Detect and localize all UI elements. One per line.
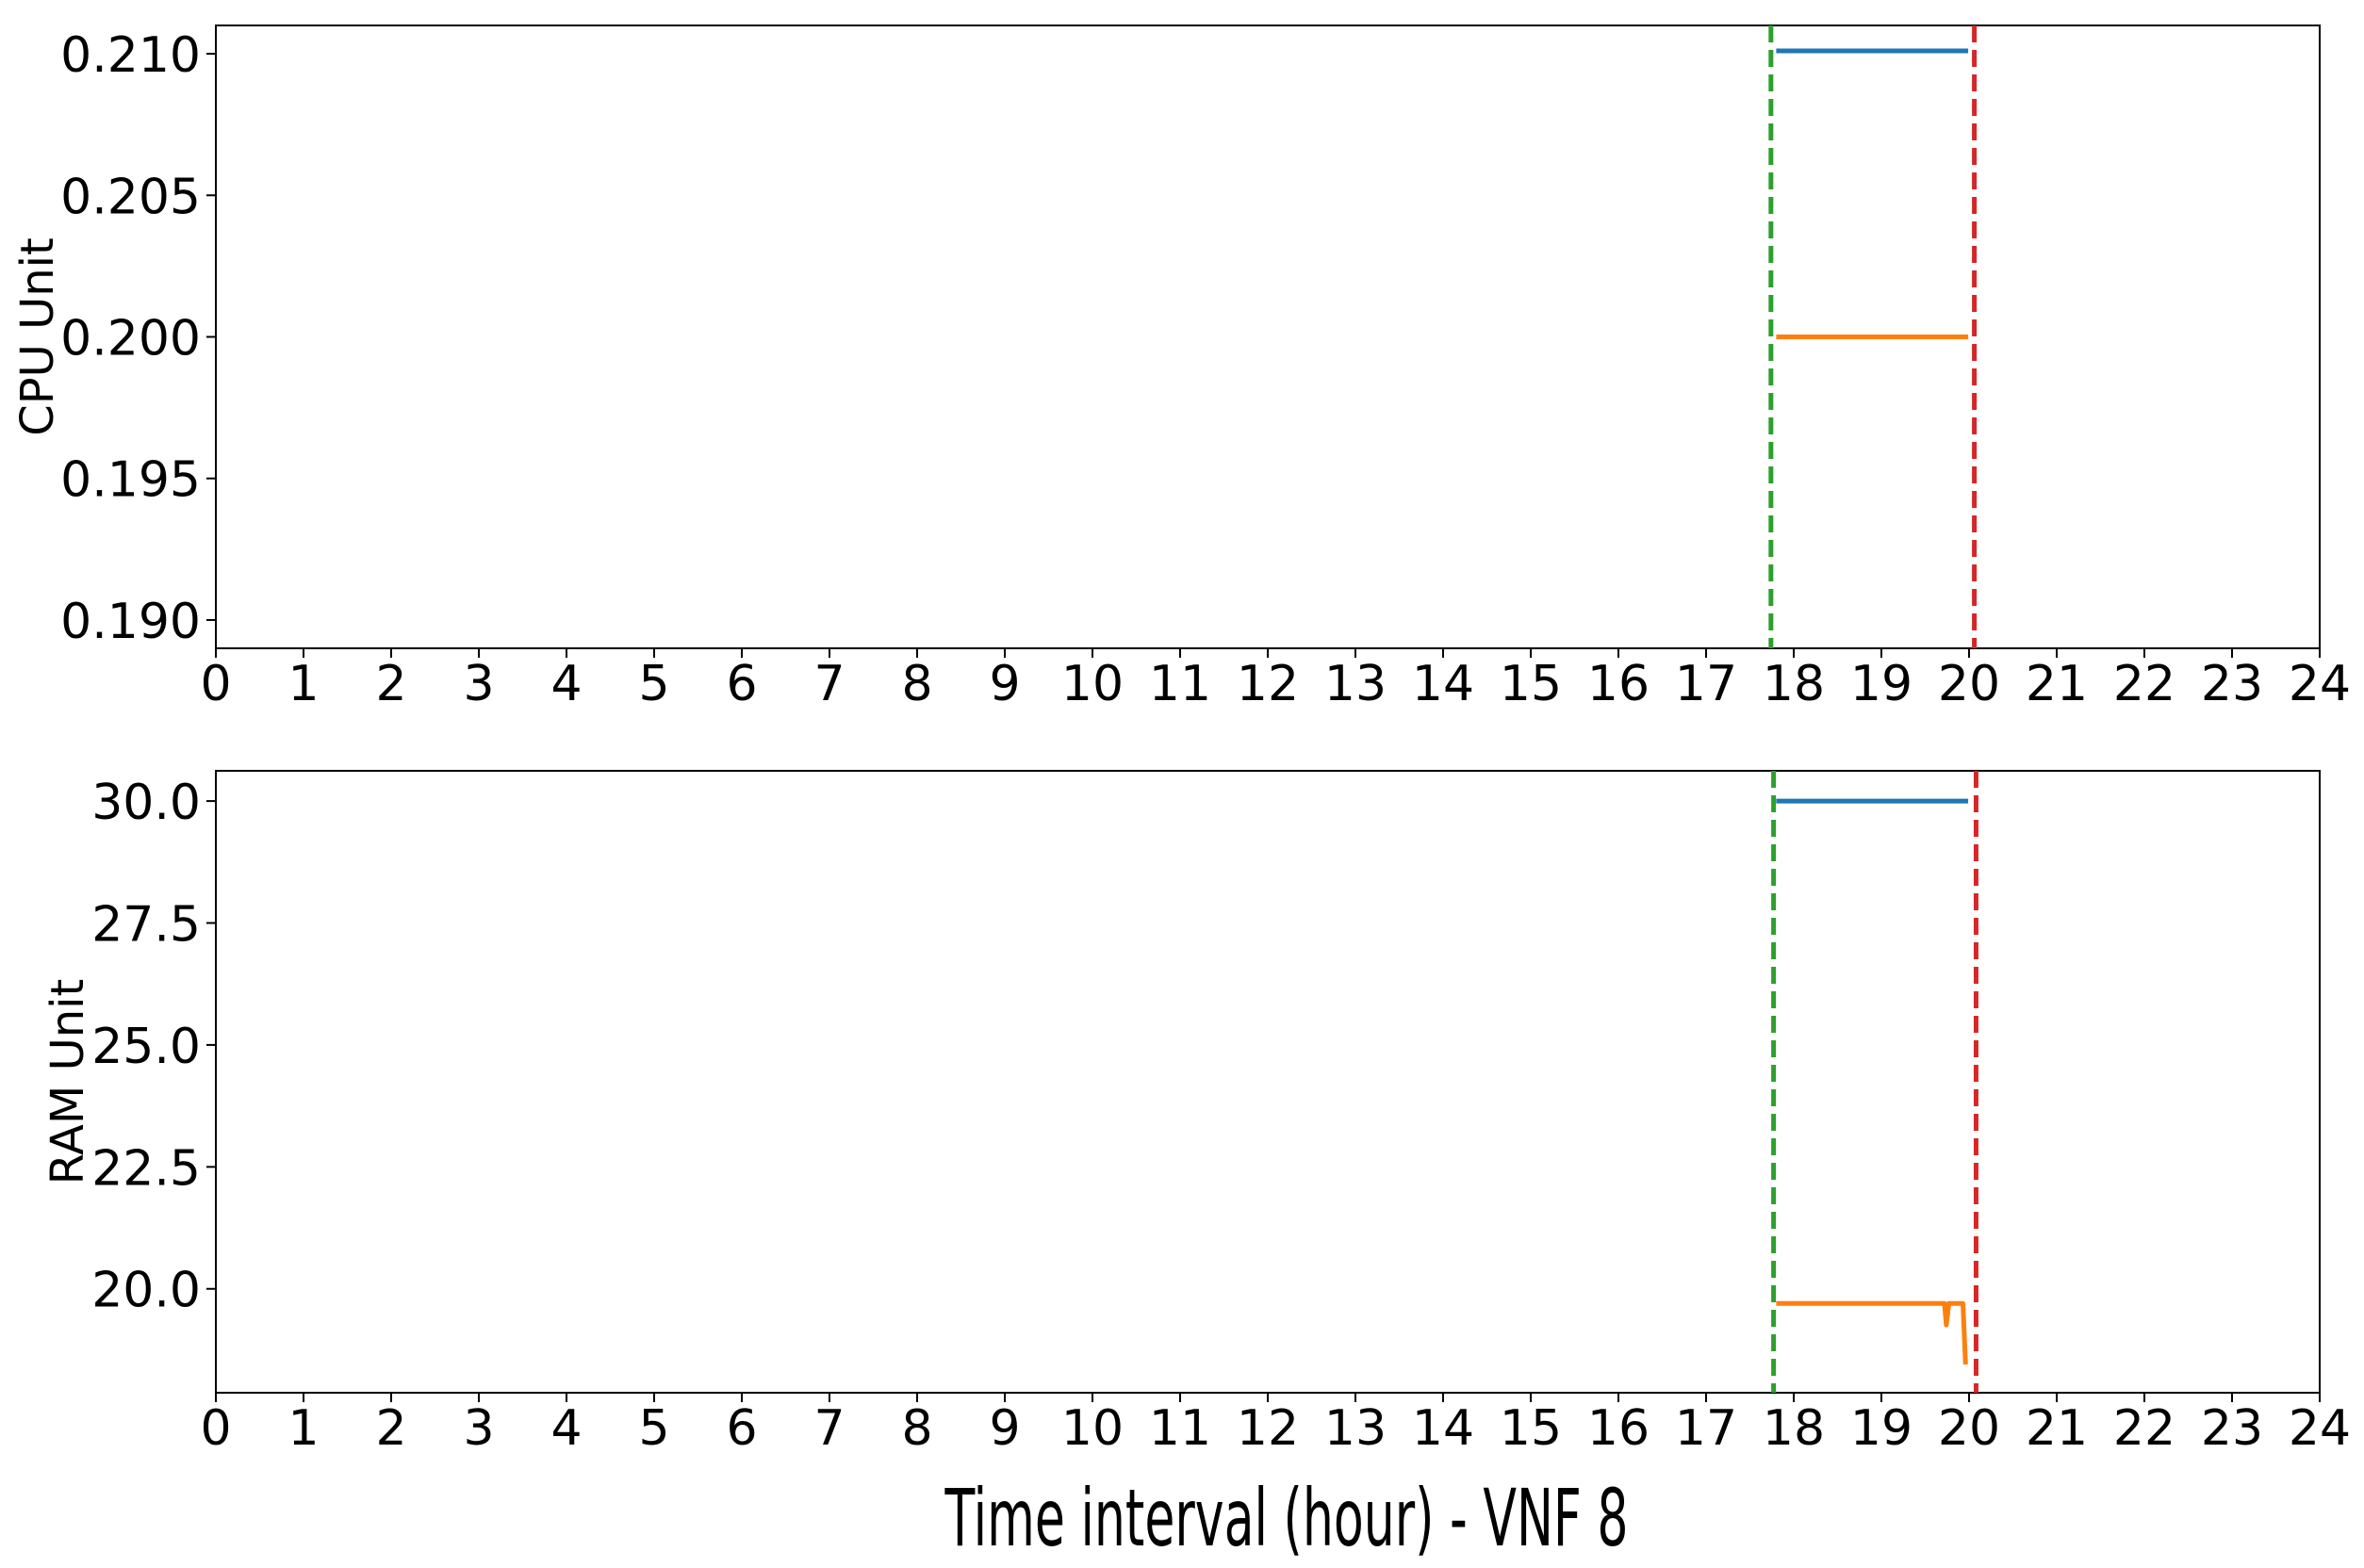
x-tick-label: 6 <box>726 656 757 712</box>
y-tick-label: 0.190 <box>60 594 201 650</box>
y-axis-label: RAM Unit <box>41 979 94 1185</box>
y-tick-label: 0.195 <box>60 452 201 509</box>
x-tick-label: 1 <box>287 656 319 712</box>
x-tick-label: 19 <box>1850 1400 1913 1457</box>
x-tick-label: 13 <box>1324 1400 1387 1457</box>
x-tick-label: 9 <box>989 656 1020 712</box>
x-tick-label: 0 <box>200 1400 231 1457</box>
x-tick-label: 10 <box>1061 1400 1124 1457</box>
x-tick-label: 12 <box>1237 1400 1299 1457</box>
x-tick-label: 23 <box>2201 1400 2263 1457</box>
x-axis-label: Time interval (hour) - VNF 8 <box>944 1473 1629 1564</box>
y-tick-label: 0.205 <box>60 169 201 225</box>
x-tick-label: 8 <box>901 1400 932 1457</box>
x-tick-label: 14 <box>1412 656 1474 712</box>
x-tick-label: 1 <box>287 1400 319 1457</box>
x-tick-label: 20 <box>1938 656 2000 712</box>
x-tick-label: 9 <box>989 1400 1020 1457</box>
x-tick-label: 15 <box>1500 1400 1562 1457</box>
x-tick-label: 21 <box>2026 656 2088 712</box>
data-line <box>1776 1300 1968 1365</box>
subplot: 0 1 2 3 4 5 6 7 8 9 10 11 12 13 14 15 16 17 18 19 20 21 22 23 24… <box>41 770 2351 1564</box>
x-tick-label: 11 <box>1149 656 1211 712</box>
x-tick-label: 10 <box>1061 656 1124 712</box>
y-tick-label: 30.0 <box>91 775 201 831</box>
plot-frame <box>215 770 2321 1394</box>
y-axis-label: CPU Unit <box>11 237 64 436</box>
y-tick-label: 27.5 <box>91 897 201 954</box>
x-tick-label: 7 <box>813 1400 845 1457</box>
x-tick-label: 16 <box>1587 656 1650 712</box>
x-tick-label: 2 <box>375 1400 406 1457</box>
x-tick-label: 5 <box>638 1400 669 1457</box>
x-tick-label: 3 <box>463 656 494 712</box>
x-tick-label: 3 <box>463 1400 494 1457</box>
x-tick-label: 22 <box>2113 1400 2175 1457</box>
x-tick-label: 23 <box>2201 656 2263 712</box>
x-tick-label: 24 <box>2289 1400 2351 1457</box>
x-tick-label: 0 <box>200 656 231 712</box>
y-tick-label: 22.5 <box>91 1140 201 1197</box>
x-tick-label: 4 <box>550 656 582 712</box>
x-tick-label: 12 <box>1237 656 1299 712</box>
x-tick-label: 17 <box>1675 656 1737 712</box>
x-tick-label: 19 <box>1850 656 1913 712</box>
y-tick-label: 0.200 <box>60 311 201 368</box>
x-tick-label: 13 <box>1324 656 1387 712</box>
y-tick-label: 20.0 <box>91 1263 201 1319</box>
subplot: 0 1 2 3 4 5 6 7 8 9 10 11 12 13 14 15 16 17 18 19 20 21 22 23 24… <box>11 24 2351 712</box>
x-tick-label: 18 <box>1763 1400 1825 1457</box>
y-tick-label: 25.0 <box>91 1019 201 1075</box>
x-tick-label: 2 <box>375 656 406 712</box>
x-tick-label: 11 <box>1149 1400 1211 1457</box>
x-tick-label: 6 <box>726 1400 757 1457</box>
x-tick-label: 22 <box>2113 656 2175 712</box>
x-tick-label: 7 <box>813 656 845 712</box>
x-tick-label: 18 <box>1763 656 1825 712</box>
x-tick-label: 4 <box>550 1400 582 1457</box>
x-tick-label: 15 <box>1500 656 1562 712</box>
x-tick-label: 8 <box>901 656 932 712</box>
x-tick-label: 5 <box>638 656 669 712</box>
x-tick-label: 16 <box>1587 1400 1650 1457</box>
x-tick-label: 17 <box>1675 1400 1737 1457</box>
x-tick-label: 14 <box>1412 1400 1474 1457</box>
y-tick-label: 0.210 <box>60 27 201 84</box>
x-tick-label: 21 <box>2026 1400 2088 1457</box>
plot-frame <box>215 24 2321 649</box>
x-tick-label: 24 <box>2289 656 2351 712</box>
x-tick-label: 20 <box>1938 1400 2000 1457</box>
